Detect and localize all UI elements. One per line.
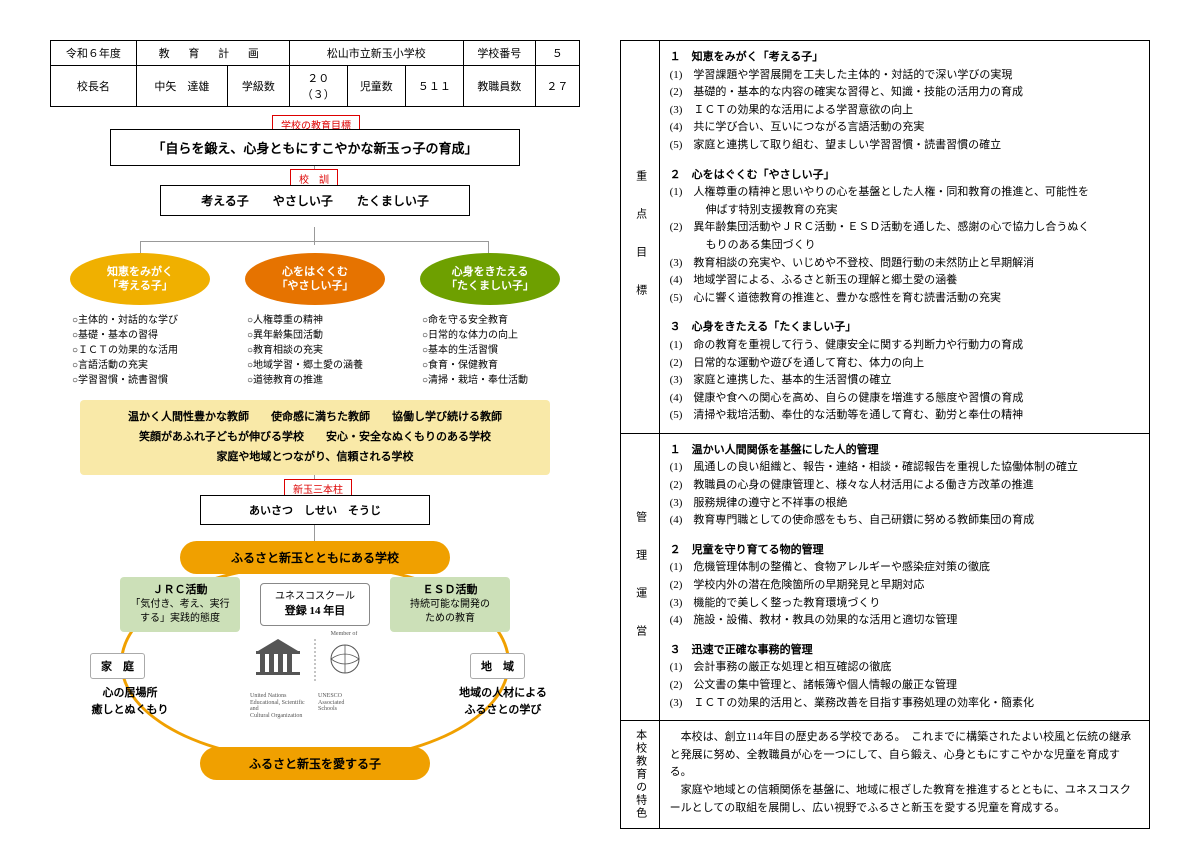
- unesco-logo: Member of United Nations Educational, Sc…: [250, 631, 380, 719]
- jrc-box: ＪＲＣ活動 「気付き、考え、実行 する」実践的態度: [120, 577, 240, 632]
- esd-box: ＥＳＤ活動 持続可能な開発の ための教育: [390, 577, 510, 632]
- oval-think: 知恵をみがく 「考える子」: [70, 253, 210, 305]
- header-table: 令和６年度 教 育 計 画 松山市立新玉小学校 学校番号 ５ 校長名 中矢 達雄…: [50, 40, 580, 107]
- unesco-title: ユネスコスクール: [269, 590, 361, 604]
- esd-title: ＥＳＤ活動: [398, 583, 502, 598]
- students-count: ５１１: [405, 66, 463, 107]
- svg-text:Member of: Member of: [331, 631, 358, 637]
- unesco-year: 登録 14 年目: [269, 604, 361, 619]
- motto-box: 考える子 やさしい子 たくましい子: [160, 185, 470, 216]
- classes-label: 学級数: [228, 66, 290, 107]
- principal-label: 校長名: [51, 66, 137, 107]
- year-cell: 令和６年度: [51, 41, 137, 66]
- classes-count: ２０ （３）: [289, 66, 347, 107]
- staff-label: 教職員数: [463, 66, 535, 107]
- list-think: ○主体的・対話的な学び ○基礎・基本の習得 ○ＩＣＴの効果的な活用 ○言語活動の…: [72, 313, 227, 388]
- number-label: 学校番号: [463, 41, 535, 66]
- oval-kind: 心をはぐくむ 「やさしい子」: [245, 253, 385, 305]
- unesco-box: ユネスコスクール 登録 14 年目: [260, 583, 370, 626]
- goals-label: 重 点 目 標: [621, 41, 660, 434]
- goal-box: 「自らを鍛え、心身ともにすこやかな新玉っ子の育成」: [110, 129, 520, 166]
- feature-content: 本校は、創立114年目の歴史ある学校である。 これまでに構築されたよい校風と伝統…: [659, 721, 1149, 829]
- unesco-assoc: UNESCO Associated Schools: [318, 693, 380, 719]
- home-label: 家 庭: [90, 653, 145, 679]
- doc-title: 教 育 計 画: [136, 41, 289, 66]
- three-pillars: あいさつ しせい そうじ: [200, 495, 430, 525]
- jrc-title: ＪＲＣ活動: [128, 583, 232, 598]
- students-label: 児童数: [347, 66, 405, 107]
- mgmt-content: １ 温かい人間関係を基盤にした人的管理 (1) 風通しの良い組織と、報告・連絡・…: [659, 433, 1149, 720]
- staff-count: ２７: [535, 66, 579, 107]
- region-label: 地 域: [470, 653, 525, 679]
- list-kind: ○人権尊重の精神 ○異年齢集団活動 ○教育相談の充実 ○地域学習・郷土愛の涵養 …: [247, 313, 402, 388]
- love-pill: ふるさと新玉を愛する子: [200, 747, 430, 780]
- feature-label: 本校教育の特色: [621, 721, 660, 829]
- oval-strong: 心身をきたえる 「たくましい子」: [420, 253, 560, 305]
- region-text: 地域の人材による ふるさとの学び: [438, 685, 568, 718]
- school-name: 松山市立新玉小学校: [289, 41, 463, 66]
- jrc-desc: 「気付き、考え、実行 する」実践的態度: [128, 598, 232, 626]
- list-strong: ○命を守る安全教育 ○日常的な体力の向上 ○基本的生活習慣 ○食育・保健教育 ○…: [422, 313, 577, 388]
- esd-desc: 持続可能な開発の ための教育: [398, 598, 502, 626]
- diagram: 学校の教育目標 「自らを鍛え、心身ともにすこやかな新玉っ子の育成」 校 訓 考え…: [50, 115, 580, 795]
- goals-content: １ 知恵をみがく「考える子」 (1) 学習課題や学習展開を工夫した主体的・対話的…: [659, 41, 1149, 434]
- principal-name: 中矢 達雄: [136, 66, 227, 107]
- teacher-box: 温かく人間性豊かな教師 使命感に満ちた教師 協働し学び続ける教師 笑顔があふれ子…: [80, 400, 550, 475]
- home-text: 心の居場所 癒しとぬくもり: [80, 685, 180, 718]
- right-table: 重 点 目 標 １ 知恵をみがく「考える子」 (1) 学習課題や学習展開を工夫し…: [620, 40, 1150, 829]
- school-number: ５: [535, 41, 579, 66]
- mgmt-label: 管 理 運 営: [621, 433, 660, 720]
- unesco-icon: Member of: [250, 631, 380, 691]
- unesco-org: United Nations Educational, Scientific a…: [250, 693, 312, 719]
